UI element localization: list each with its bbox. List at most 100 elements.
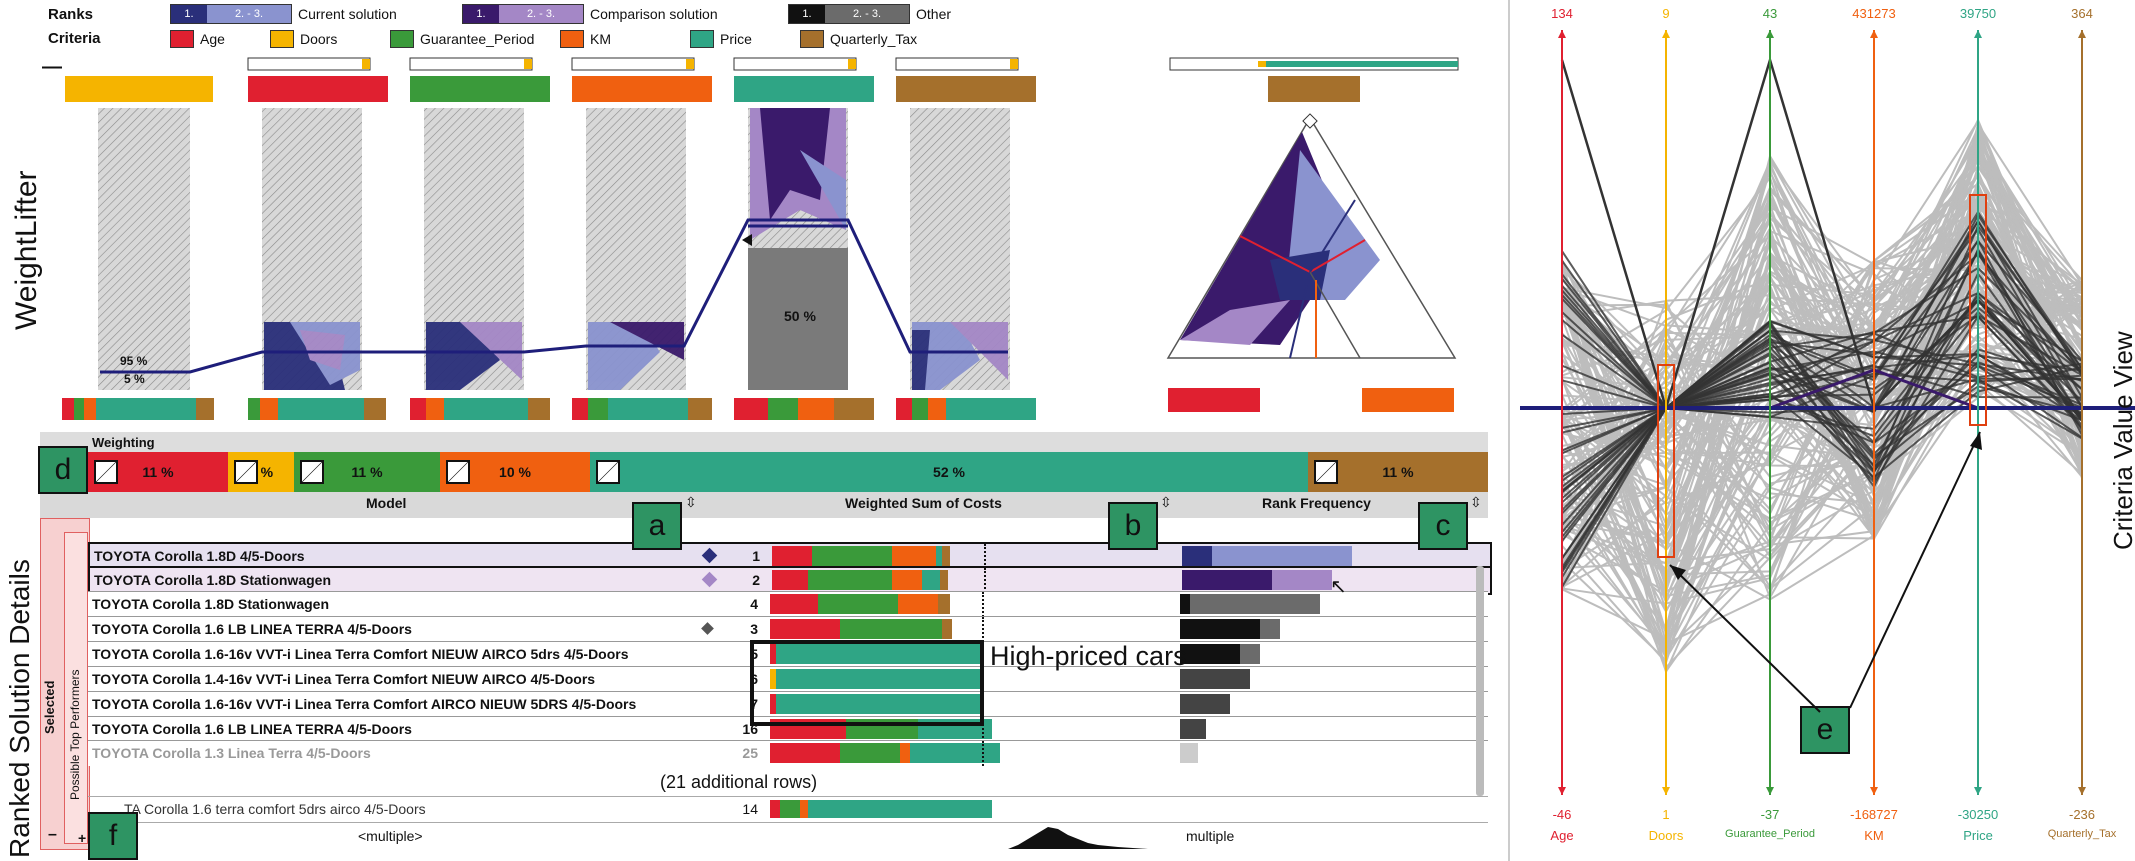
row-rank: 5 bbox=[750, 646, 758, 662]
multiple-row[interactable]: <multiple> multiple bbox=[88, 822, 1488, 849]
row-rank: 4 bbox=[750, 596, 758, 612]
doors-weight-5: 5 % bbox=[124, 372, 145, 386]
price-weight-label: 50 % bbox=[784, 308, 816, 324]
weight-segment-age[interactable]: 11 % bbox=[88, 452, 228, 492]
table-row[interactable]: TOYOTA Corolla 1.6 LB LINEA TERRA 4/5-Do… bbox=[88, 716, 1488, 742]
weight-stacks bbox=[62, 398, 1036, 420]
additional-rows-label[interactable]: (21 additional rows) bbox=[660, 772, 818, 792]
rank-frequency-bar bbox=[1180, 741, 1480, 766]
axis-name-km[interactable]: KM bbox=[1864, 828, 1884, 843]
km-header-bar bbox=[572, 76, 712, 102]
collapse-button[interactable]: — bbox=[42, 56, 62, 78]
triangle-plot bbox=[1166, 113, 1457, 412]
axis-name-doors[interactable]: Doors bbox=[1648, 828, 1684, 843]
high-priced-box bbox=[750, 640, 984, 726]
table-row[interactable]: TOYOTA Corolla 1.6-16v VVT-i Linea Terra… bbox=[88, 691, 1488, 717]
rank-frequency-column-header[interactable]: Rank Frequency bbox=[1262, 495, 1371, 511]
axis-max-doors: 9 bbox=[1662, 6, 1670, 21]
legend-comparison: 1. 2. - 3. Comparison solution bbox=[462, 4, 718, 24]
last-row[interactable]: TA Corolla 1.6 terra comfort 5drs airco … bbox=[88, 796, 1488, 822]
table-row[interactable]: TOYOTA Corolla 1.6-16v VVT-i Linea Terra… bbox=[88, 641, 1488, 667]
criteria-legend-label: Criteria bbox=[48, 30, 101, 47]
mouse-cursor-icon: ↖ bbox=[1330, 576, 1347, 598]
table-row[interactable]: TOYOTA Corolla 1.8D Stationwagen 4 bbox=[88, 591, 1488, 617]
ranked-title: Ranked Solution Details bbox=[4, 559, 35, 858]
weight-handle-icon[interactable] bbox=[94, 460, 118, 484]
axis-name-guarantee_period[interactable]: Guarantee_Period bbox=[1725, 828, 1815, 840]
row-model: TOYOTA Corolla 1.8D 4/5-Doors bbox=[94, 548, 305, 564]
price-header-bar bbox=[734, 76, 874, 102]
current-solution-marker-icon bbox=[701, 547, 718, 564]
guarantee-header-bar bbox=[410, 76, 550, 102]
doors-weight-95: 95 % bbox=[120, 354, 148, 368]
row-rank: 25 bbox=[742, 745, 758, 761]
legend-criterion-doors: Doors bbox=[270, 30, 337, 48]
column-header-row bbox=[40, 492, 1488, 518]
weighted-sum-column-header[interactable]: Weighted Sum of Costs bbox=[845, 495, 1002, 511]
row-model: TOYOTA Corolla 1.8D Stationwagen bbox=[94, 572, 331, 588]
weight-segment-quarterly_tax[interactable]: 11 % bbox=[1308, 452, 1488, 492]
row-rank: 2 bbox=[752, 572, 760, 588]
weight-handle-icon[interactable] bbox=[596, 460, 620, 484]
sort-model-icon[interactable]: ⇳ bbox=[685, 494, 697, 510]
weight-segment-km[interactable]: 10 % bbox=[440, 452, 590, 492]
sort-rank-frequency-icon[interactable]: ⇳ bbox=[1470, 494, 1482, 510]
axis-min-price: -30250 bbox=[1957, 807, 1999, 822]
axis-max-guarantee_period: 43 bbox=[1762, 6, 1778, 21]
legend-criterion-km: KM bbox=[560, 30, 611, 48]
weight-segment-doors[interactable]: 5 % bbox=[228, 452, 294, 492]
row-rank: 3 bbox=[750, 621, 758, 637]
weightlifter-panels[interactable] bbox=[0, 0, 1490, 420]
axis-name-quarterly_tax[interactable]: Quarterly_Tax bbox=[2047, 828, 2117, 840]
axis-name-price[interactable]: Price bbox=[1963, 828, 1993, 843]
legend-criterion-price: Price bbox=[690, 30, 752, 48]
legend-current: 1. 2. - 3. Current solution bbox=[170, 4, 397, 24]
weight-segment-guarantee_period[interactable]: 11 % bbox=[294, 452, 440, 492]
selected-label: Selected bbox=[42, 680, 57, 734]
axis-min-age: -46 bbox=[1552, 807, 1572, 822]
weighted-sum-bar bbox=[772, 568, 1012, 593]
row-rank: 6 bbox=[750, 671, 758, 687]
axis-max-price: 39750 bbox=[1959, 6, 1997, 21]
rank-frequency-bar bbox=[1180, 592, 1480, 617]
weighted-sum-bar bbox=[772, 544, 1012, 569]
axis-min-guarantee_period: -37 bbox=[1760, 807, 1780, 822]
axis-min-quarterly_tax: -236 bbox=[2068, 807, 2096, 822]
callout-c: c bbox=[1418, 502, 1468, 550]
collapse-minus-button[interactable]: – bbox=[48, 826, 57, 843]
sort-weighted-icon[interactable]: ⇳ bbox=[1160, 494, 1172, 510]
weight-handle-icon[interactable] bbox=[446, 460, 470, 484]
view-divider bbox=[1508, 0, 1510, 861]
row-model: TOYOTA Corolla 1.6 LB LINEA TERRA 4/5-Do… bbox=[92, 721, 412, 737]
row-rank: 7 bbox=[750, 696, 758, 712]
row-model: TOYOTA Corolla 1.3 Linea Terra 4/5-Doors bbox=[92, 745, 371, 761]
table-row[interactable]: TOYOTA Corolla 1.6 LB LINEA TERRA 4/5-Do… bbox=[88, 616, 1488, 642]
table-row[interactable]: TOYOTA Corolla 1.4-16v VVT-i Linea Terra… bbox=[88, 666, 1488, 692]
axis-max-quarterly_tax: 364 bbox=[2071, 6, 2093, 21]
rank-frequency-bar bbox=[1180, 717, 1480, 742]
row-model: TOYOTA Corolla 1.8D Stationwagen bbox=[92, 596, 329, 612]
weight-handle-icon[interactable] bbox=[1314, 460, 1338, 484]
callout-e: e bbox=[1800, 706, 1850, 754]
expand-plus-button[interactable]: + bbox=[78, 830, 87, 846]
row-rank: 1 bbox=[752, 548, 760, 564]
other-solution-marker-icon bbox=[701, 622, 714, 635]
weight-handle-icon[interactable] bbox=[300, 460, 324, 484]
weight-segment-price[interactable]: 52 % bbox=[590, 452, 1308, 492]
top-performers-group bbox=[64, 532, 88, 844]
callout-b: b bbox=[1108, 502, 1158, 550]
table-scrollbar[interactable] bbox=[1476, 566, 1484, 796]
triangle-header-bar bbox=[1268, 76, 1360, 102]
weight-handle-icon[interactable] bbox=[234, 460, 258, 484]
weighting-header: Weighting bbox=[40, 432, 1488, 452]
table-row[interactable]: TOYOTA Corolla 1.3 Linea Terra 4/5-Doors… bbox=[88, 740, 1488, 766]
parallel-coordinates[interactable] bbox=[1520, 0, 2135, 861]
row-model: TOYOTA Corolla 1.6-16v VVT-i Linea Terra… bbox=[92, 646, 629, 662]
model-column-header[interactable]: Model bbox=[366, 495, 407, 511]
weighting-bar[interactable]: 11 % 5 % 11 % 10 % 52 % 11 % bbox=[88, 452, 1488, 492]
weighted-sum-bar bbox=[770, 617, 1010, 642]
comparison-solution-marker-icon bbox=[701, 571, 718, 588]
axis-name-age[interactable]: Age bbox=[1550, 828, 1574, 843]
rank-frequency-bar bbox=[1180, 667, 1480, 692]
rank-frequency-bar bbox=[1180, 642, 1480, 667]
